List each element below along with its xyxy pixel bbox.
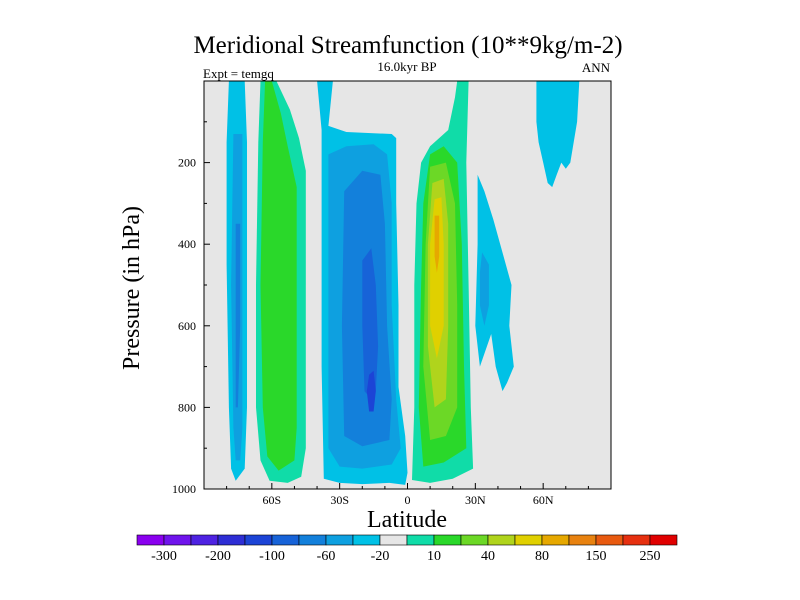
contour-fill-nh-ferrel-cell-level-neg20: [475, 174, 514, 392]
contour-region-nh-polar-cell: [536, 81, 580, 188]
contour-region-sh-polar-cell: [226, 81, 247, 481]
colorbar-label: 40: [481, 549, 495, 564]
colorbar-swatch: [379, 534, 408, 546]
x-tick-label: 0: [405, 493, 411, 507]
x-axis-title: Latitude: [367, 507, 447, 533]
colorbar-swatch: [487, 534, 516, 546]
colorbar-swatch: [514, 534, 543, 546]
colorbar-label: -60: [317, 549, 336, 564]
contour-region-nh-ferrel-cell: [475, 174, 514, 392]
contour-region-sh-hadley-cell: [317, 81, 408, 485]
x-tick-label: 60N: [533, 493, 554, 507]
contour-fill-sh-polar-cell-level-neg100: [235, 223, 241, 408]
y-tick-label: 400: [178, 237, 196, 251]
contour-fills: [226, 81, 580, 485]
colorbar-label: -200: [205, 549, 231, 564]
x-tick-label: 30S: [330, 493, 349, 507]
season-label: ANN: [582, 60, 611, 75]
colorbar-label: -100: [259, 549, 285, 564]
colorbar-swatch: [595, 534, 624, 546]
contour-fill-nh-ferrel-cell-level-neg60: [479, 252, 489, 326]
colorbar-swatch: [298, 534, 327, 546]
colorbar: -300 -200 -100 -60 -20 10 40 80 150 250: [136, 534, 678, 564]
colorbar-label: 10: [427, 549, 441, 564]
contour-fill-sh-ferrel-cell-level-40: [260, 81, 297, 471]
x-tick-label: 30N: [465, 493, 486, 507]
x-tick-label: 60S: [262, 493, 281, 507]
colorbar-swatch: [406, 534, 435, 546]
contour-fill-nh-polar-cell-level-neg20: [536, 81, 580, 188]
colorbar-label: 150: [586, 549, 607, 564]
colorbar-swatch: [433, 534, 462, 546]
y-tick-label: 200: [178, 156, 196, 170]
colorbar-swatch: [271, 534, 300, 546]
y-tick-label: 800: [178, 400, 196, 414]
colorbar-label: -300: [151, 549, 177, 564]
colorbar-label: 80: [535, 549, 549, 564]
colorbar-swatch: [136, 534, 165, 546]
colorbar-swatch: [163, 534, 192, 546]
contour-fill-sh-hadley-cell-level-neg300: [366, 370, 376, 412]
y-axis-title: Pressure (in hPa): [119, 206, 145, 370]
colorbar-swatch: [541, 534, 570, 546]
colorbar-swatch: [190, 534, 219, 546]
contour-region-nh-hadley-cell: [412, 81, 474, 483]
contour-region-sh-ferrel-cell: [256, 81, 306, 483]
contour-fill-nh-hadley-cell-level-250: [430, 197, 444, 359]
plot-area: 60S 30S 0 30N 60N 200 400 600 800 1000: [172, 80, 612, 507]
y-tick-label: 600: [178, 319, 196, 333]
colorbar-swatch: [325, 534, 354, 546]
colorbar-label: 250: [640, 549, 661, 564]
x-axis-ticks: 60S 30S 0 30N 60N: [226, 483, 589, 507]
y-tick-label: 1000: [172, 482, 196, 496]
colorbar-swatch: [244, 534, 273, 546]
colorbar-swatch: [217, 534, 246, 546]
colorbar-swatch: [460, 534, 489, 546]
chart-subtitle: 16.0kyr BP: [377, 59, 436, 74]
y-axis-ticks: 200 400 600 800 1000: [172, 121, 210, 496]
chart-title: Meridional Streamfunction (10**9kg/m-2): [193, 32, 622, 59]
colorbar-swatch: [352, 534, 381, 546]
colorbar-swatch: [622, 534, 651, 546]
colorbar-swatch: [568, 534, 597, 546]
contour-fill-nh-hadley-cell-level-300: [434, 215, 440, 273]
contour-fill-sh-hadley-cell-level-neg200: [362, 248, 379, 400]
colorbar-swatch: [649, 534, 678, 546]
colorbar-label: -20: [371, 549, 390, 564]
experiment-label: Expt = temgq: [203, 66, 274, 81]
